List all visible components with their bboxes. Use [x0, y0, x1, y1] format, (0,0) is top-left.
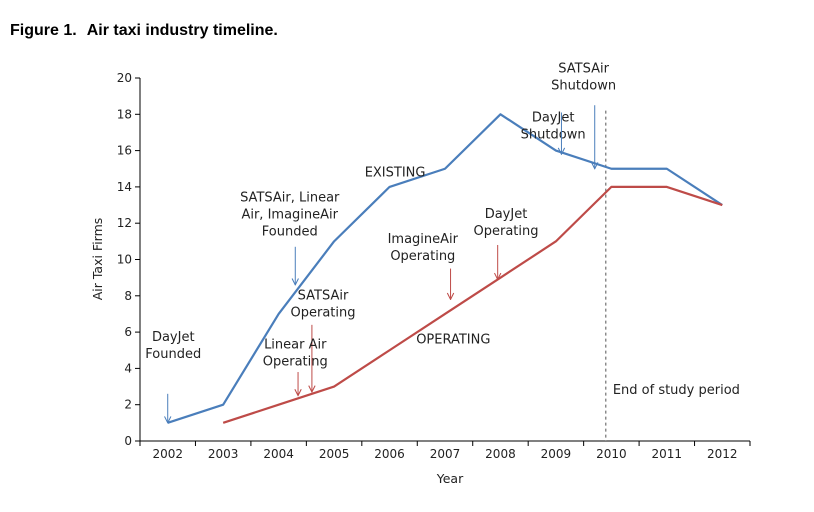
y-tick-label: 8 [124, 289, 132, 303]
annotation-text: Shutdown [521, 128, 586, 143]
y-tick-label: 12 [117, 216, 132, 230]
annotation: SATSAir Operating [291, 288, 356, 392]
x-tick-label: 2004 [263, 447, 294, 461]
x-tick-label: 2002 [152, 447, 183, 461]
x-tick-label: 2005 [319, 447, 350, 461]
annotation-text: SATSAir, Linear [240, 190, 340, 205]
annotation-text: ImagineAir [388, 232, 459, 247]
x-tick-label: 2006 [374, 447, 405, 461]
figure-caption: Air taxi industry timeline. [86, 22, 278, 39]
x-tick-label: 2012 [707, 447, 738, 461]
study-period-divider: End of study period [605, 110, 740, 441]
x-tick-label: 2009 [541, 447, 572, 461]
annotation: DayJet Shutdown [521, 111, 586, 155]
annotation-text: Founded [145, 347, 201, 362]
annotation-text: Operating [390, 249, 455, 264]
y-tick-label: 14 [117, 180, 132, 194]
series-label-existing: EXISTING [365, 165, 426, 180]
annotation-text: DayJet [532, 111, 575, 126]
annotation-text: Founded [262, 224, 318, 239]
x-tick-label: 2011 [652, 447, 683, 461]
series-line-operating [222, 185, 723, 424]
annotation-text: Air, ImagineAir [241, 207, 338, 222]
annotation-text: DayJet [152, 330, 195, 345]
annotation: SATSAir, Linear Air, ImagineAir Founded [240, 190, 340, 284]
y-tick-label: 18 [117, 107, 132, 121]
x-tick-label: 2007 [430, 447, 461, 461]
annotation-text: Operating [474, 224, 539, 239]
annotation: SATSAir Shutdown [551, 62, 616, 169]
annotation-text: SATSAir [558, 62, 609, 77]
annotation-text: Operating [263, 354, 328, 369]
chart-series [167, 113, 723, 424]
annotation-text: SATSAir [298, 288, 349, 303]
x-axis-label: Year [436, 471, 464, 486]
annotation: DayJet Operating [474, 207, 539, 280]
annotation-text: Linear Air [264, 337, 327, 352]
chart-annotations: DayJet Founded SATSAir, Linear Air, Imagine… [145, 62, 616, 423]
series-line-existing [167, 113, 723, 424]
annotation: Linear Air Operating [263, 337, 328, 395]
y-tick-label: 10 [117, 253, 132, 267]
series-label-operating: OPERATING [416, 332, 490, 347]
annotation-text: Shutdown [551, 79, 616, 94]
annotation-text: DayJet [485, 207, 528, 222]
y-tick-label: 20 [117, 71, 132, 85]
x-tick-label: 2003 [208, 447, 239, 461]
study-period-label: End of study period [613, 383, 740, 398]
chart-labels: EXISTING OPERATING [365, 165, 491, 347]
y-axis-label: Air Taxi Firms [90, 218, 105, 301]
y-tick-label: 0 [124, 434, 132, 448]
x-tick-label: 2008 [485, 447, 516, 461]
annotation: DayJet Founded [145, 330, 201, 423]
annotation-text: Operating [291, 305, 356, 320]
y-tick-label: 4 [124, 361, 132, 375]
annotation: ImagineAir Operating [388, 232, 459, 299]
y-tick-label: 16 [117, 144, 132, 158]
y-tick-label: 2 [124, 398, 132, 412]
chart-axes: 0 2 4 6 8 10 12 14 16 18 20 2002 2003 2004 2005 2006 200… [117, 71, 751, 461]
figure-title: Figure 1. Air taxi industry timeline. [10, 22, 278, 40]
x-tick-label: 2010 [596, 447, 627, 461]
y-tick-label: 6 [124, 325, 132, 339]
figure-number: Figure 1. [10, 22, 77, 39]
